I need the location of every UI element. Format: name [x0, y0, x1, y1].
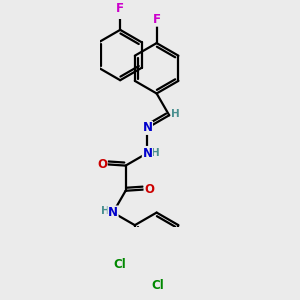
- Text: F: F: [153, 13, 160, 26]
- Text: N: N: [142, 121, 152, 134]
- Text: H: H: [151, 148, 160, 158]
- Text: O: O: [97, 158, 107, 171]
- Text: Cl: Cl: [152, 279, 164, 292]
- Text: H: H: [101, 206, 110, 216]
- Text: O: O: [144, 183, 154, 196]
- Text: N: N: [142, 146, 152, 160]
- Text: N: N: [108, 206, 118, 219]
- Text: Cl: Cl: [114, 258, 127, 271]
- Text: H: H: [172, 109, 180, 119]
- Text: F: F: [116, 2, 124, 15]
